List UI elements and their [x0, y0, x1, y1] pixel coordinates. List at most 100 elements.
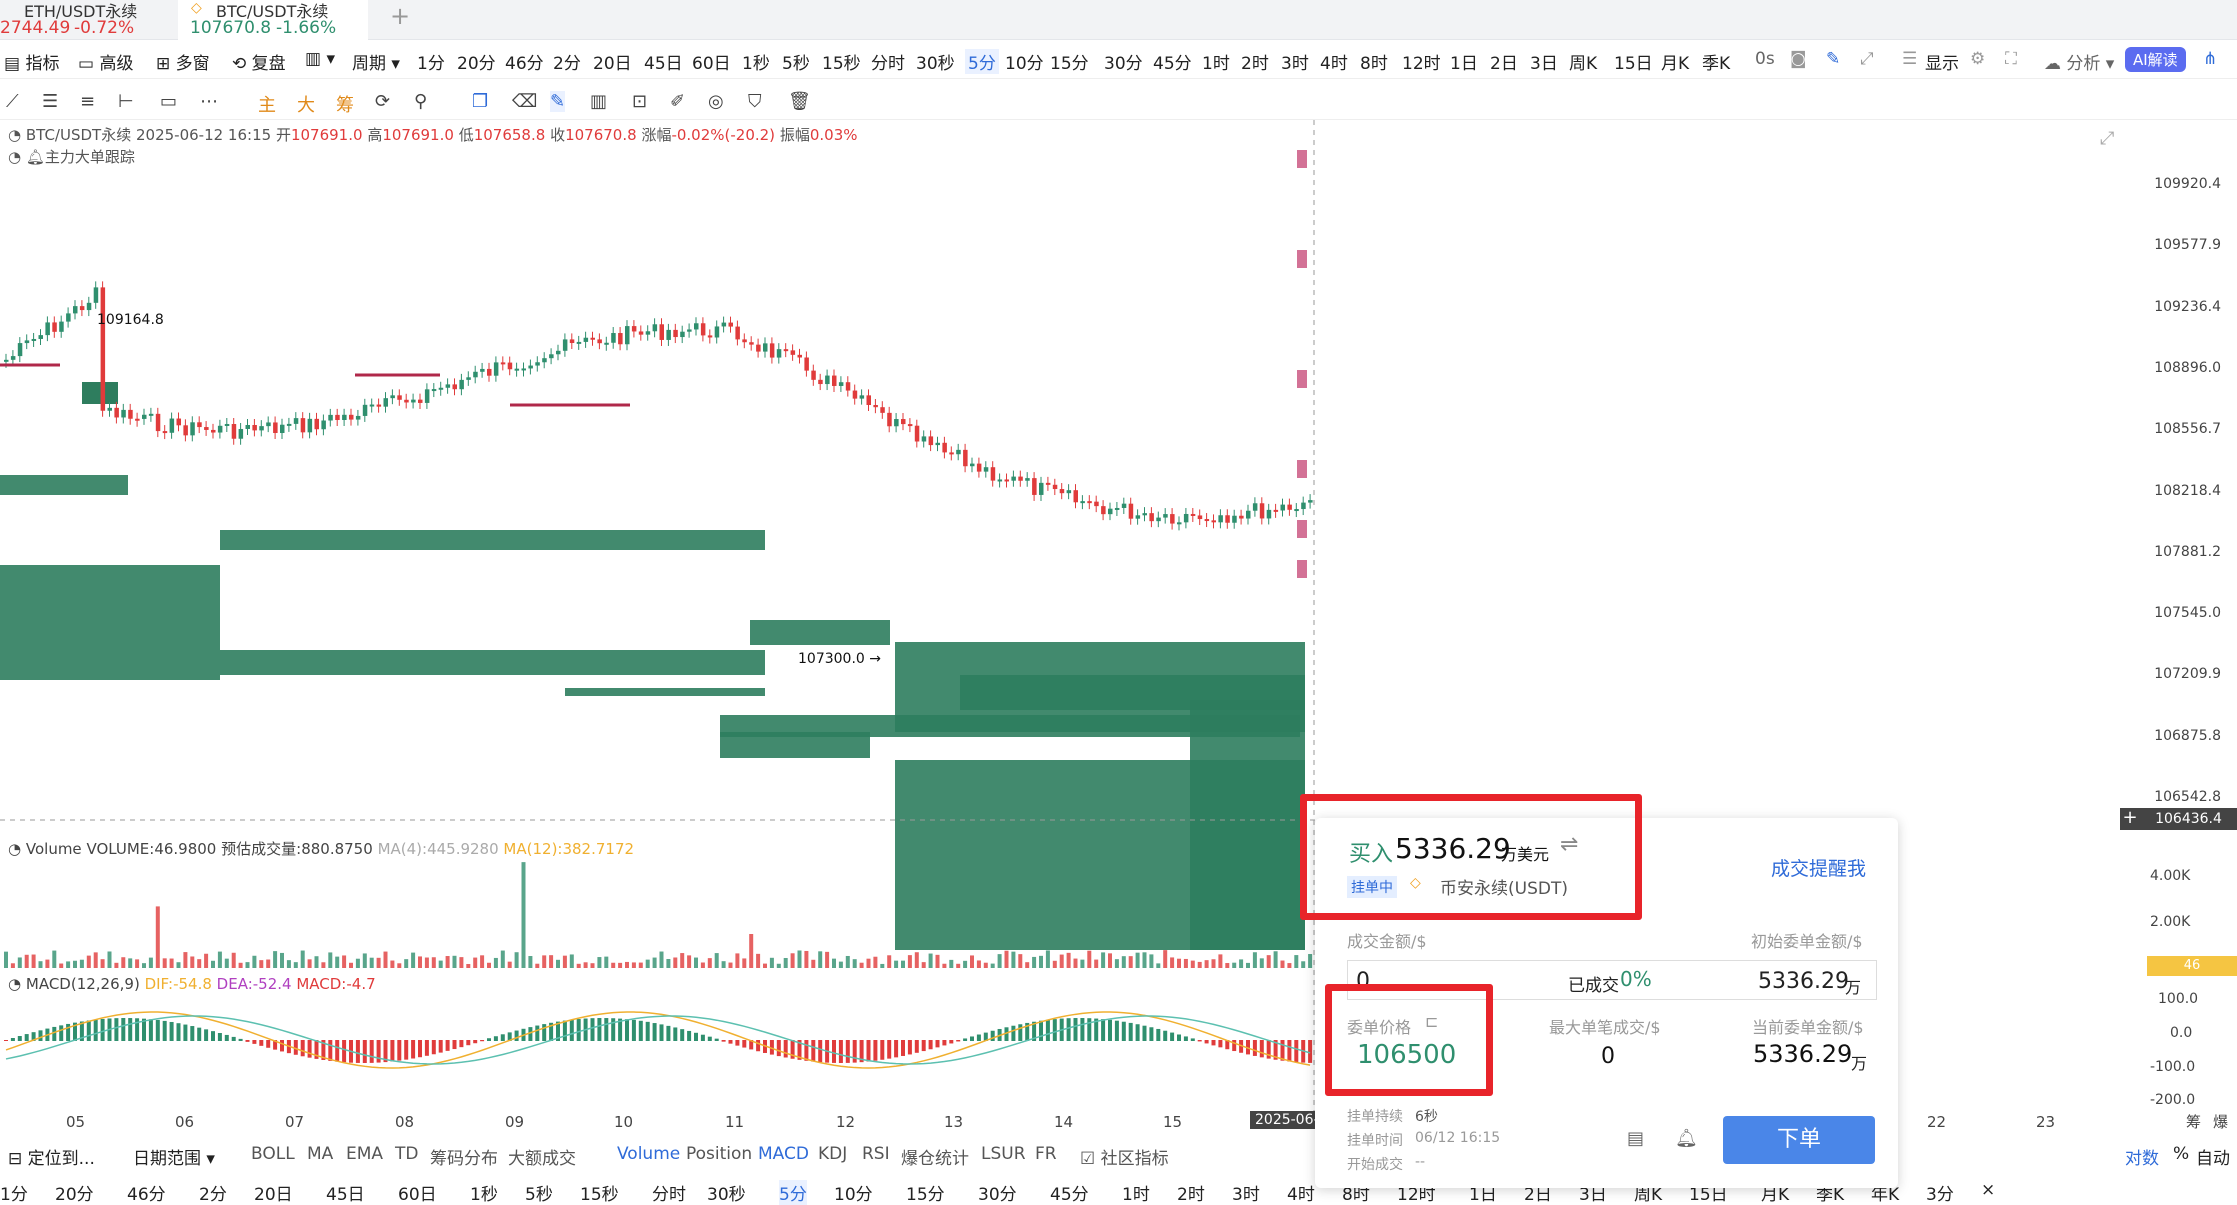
pen-icon[interactable]: ✎ — [1826, 49, 1841, 69]
community-indicator-button[interactable]: ☑ 社区指标 — [1080, 1149, 1169, 1169]
copy-icon[interactable]: ❐ — [472, 91, 489, 112]
bottom-period-3[interactable]: 2分 — [199, 1185, 227, 1205]
collapse-icon[interactable]: ◔ — [8, 126, 22, 144]
display-button[interactable]: 显示 — [1925, 54, 1959, 74]
chip-button[interactable]: 筹 — [336, 95, 354, 116]
bottom-period-4[interactable]: 20日 — [254, 1185, 293, 1205]
period-月K[interactable]: 月K — [1661, 54, 1690, 74]
magnet-icon[interactable]: ⚲ — [414, 91, 428, 112]
bottom-period-16[interactable]: 45分 — [1050, 1185, 1089, 1205]
multi-window-button[interactable]: ⊞ 多窗 — [156, 54, 210, 74]
log-scale-button[interactable]: 对数 — [2125, 1149, 2159, 1169]
lock-icon[interactable]: ⊡ — [632, 91, 648, 112]
period-5分[interactable]: 5分 — [965, 49, 999, 74]
ray-tool-icon[interactable]: ⊢ — [118, 91, 134, 112]
period-60日[interactable]: 60日 — [692, 54, 731, 74]
ai-button[interactable]: AI解读 — [2125, 47, 2186, 72]
bottom-period-11[interactable]: 30秒 — [707, 1185, 746, 1205]
more-tool-icon[interactable]: ⋯ — [200, 91, 218, 112]
indicator-BOLL[interactable]: BOLL — [251, 1144, 295, 1164]
period-季K[interactable]: 季K — [1702, 54, 1731, 74]
bottom-period-6[interactable]: 60日 — [398, 1185, 437, 1205]
sub-indicator-Volume[interactable]: Volume — [617, 1144, 681, 1164]
tab-eth[interactable]: ETH/USDT永续 2744.49 -0.72% — [0, 0, 175, 40]
period-2日[interactable]: 2日 — [1490, 54, 1518, 74]
period-8时[interactable]: 8时 — [1360, 54, 1388, 74]
replay-button[interactable]: ⟲ 复盘 — [232, 54, 286, 74]
draw-mode-icon[interactable]: ✎ — [550, 91, 566, 112]
share-icon[interactable]: ⋔ — [2203, 49, 2218, 69]
doc-icon[interactable]: ▤ — [1627, 1128, 1645, 1149]
alert-me-button[interactable]: 成交提醒我 — [1771, 858, 1867, 880]
collapse-icon[interactable]: ◔ — [8, 840, 22, 858]
bottom-period-25[interactable]: 3日 — [1579, 1185, 1607, 1205]
channel-tool-icon[interactable]: ≡ — [80, 91, 96, 112]
bottom-period-22[interactable]: 12时 — [1397, 1185, 1436, 1205]
period-1日[interactable]: 1日 — [1450, 54, 1478, 74]
camera-icon[interactable]: ◙ — [1790, 49, 1807, 69]
bottom-period-21[interactable]: 8时 — [1342, 1185, 1370, 1205]
rect-tool-icon[interactable]: ▭ — [160, 91, 178, 112]
filter-icon[interactable]: ⛉ — [748, 91, 762, 112]
bottom-period-28[interactable]: 月K — [1761, 1185, 1790, 1205]
expand-icon[interactable]: ⤢ — [2100, 128, 2115, 149]
indicator-TD[interactable]: TD — [395, 1144, 419, 1164]
bottom-period-31[interactable]: 3分 — [1926, 1185, 1954, 1205]
period-3日[interactable]: 3日 — [1530, 54, 1558, 74]
period-30分[interactable]: 30分 — [1104, 54, 1143, 74]
tab-btc[interactable]: ◇ BTC/USDT永续 107670.8 -1.66% — [178, 0, 368, 40]
percent-scale-button[interactable]: % — [2173, 1144, 2190, 1164]
bell-icon[interactable]: 🔔︎ — [1675, 1128, 1698, 1149]
edit-icon[interactable]: ✐ — [670, 91, 686, 112]
period-45分[interactable]: 45分 — [1153, 54, 1192, 74]
bottom-period-2[interactable]: 46分 — [127, 1185, 166, 1205]
indicator-EMA[interactable]: EMA — [346, 1144, 384, 1164]
period-15分[interactable]: 15分 — [1050, 54, 1089, 74]
add-tab-button[interactable]: + — [390, 2, 411, 30]
period-分时[interactable]: 分时 — [871, 54, 905, 74]
bottom-period-32[interactable]: × — [1981, 1180, 1996, 1200]
hline-tool-icon[interactable]: ☰ — [42, 91, 59, 112]
indicator-筹码分布[interactable]: 筹码分布 — [430, 1149, 498, 1169]
indicator-大额成交[interactable]: 大额成交 — [508, 1149, 576, 1169]
bottom-period-7[interactable]: 1秒 — [470, 1185, 498, 1205]
period-4时[interactable]: 4时 — [1320, 54, 1348, 74]
indicator-MA[interactable]: MA — [307, 1144, 334, 1164]
period-20分[interactable]: 20分 — [457, 54, 496, 74]
bottom-period-24[interactable]: 2日 — [1524, 1185, 1552, 1205]
analysis-button[interactable]: ☁ 分析 ▾ — [2044, 54, 2115, 74]
settings-icon[interactable]: ⚙ — [1970, 49, 1986, 69]
bottom-period-30[interactable]: 年K — [1871, 1185, 1900, 1205]
period-15日[interactable]: 15日 — [1614, 54, 1653, 74]
visibility-icon[interactable]: ◎ — [708, 91, 724, 112]
add-alert-icon[interactable]: + — [2120, 808, 2140, 830]
bottom-period-13[interactable]: 10分 — [834, 1185, 873, 1205]
locate-button[interactable]: ⊟ 定位到... — [8, 1149, 95, 1169]
chart-type-button[interactable]: ▥ ▾ — [305, 49, 335, 69]
bottom-period-12[interactable]: 5分 — [779, 1180, 807, 1205]
period-20日[interactable]: 20日 — [593, 54, 632, 74]
bottom-period-8[interactable]: 5秒 — [525, 1185, 553, 1205]
bottom-period-27[interactable]: 15日 — [1689, 1185, 1728, 1205]
sub-indicator-LSUR[interactable]: LSUR — [981, 1144, 1026, 1164]
sub-indicator-RSI[interactable]: RSI — [862, 1144, 890, 1164]
bottom-period-19[interactable]: 3时 — [1232, 1185, 1260, 1205]
period-2时[interactable]: 2时 — [1241, 54, 1269, 74]
trash-icon[interactable]: 🗑 — [788, 91, 811, 112]
place-order-button[interactable]: 下单 — [1723, 1116, 1875, 1164]
bottom-period-29[interactable]: 季K — [1816, 1185, 1845, 1205]
fullscreen-icon[interactable]: ⛶ — [2005, 49, 2017, 69]
period-2分[interactable]: 2分 — [553, 54, 581, 74]
big-order-button[interactable]: 大 — [297, 95, 315, 116]
bottom-period-1[interactable]: 20分 — [55, 1185, 94, 1205]
sub-indicator-KDJ[interactable]: KDJ — [818, 1144, 848, 1164]
sub-indicator-FR[interactable]: FR — [1035, 1144, 1057, 1164]
period-10分[interactable]: 10分 — [1005, 54, 1044, 74]
period-45日[interactable]: 45日 — [644, 54, 683, 74]
eraser-icon[interactable]: ⌫ — [512, 91, 538, 112]
bottom-period-10[interactable]: 分时 — [652, 1185, 686, 1205]
swap-icon[interactable]: ⇌ — [1560, 832, 1579, 857]
list-icon[interactable]: ☰ — [1902, 49, 1918, 69]
period-5秒[interactable]: 5秒 — [782, 54, 810, 74]
bottom-period-26[interactable]: 周K — [1634, 1185, 1663, 1205]
